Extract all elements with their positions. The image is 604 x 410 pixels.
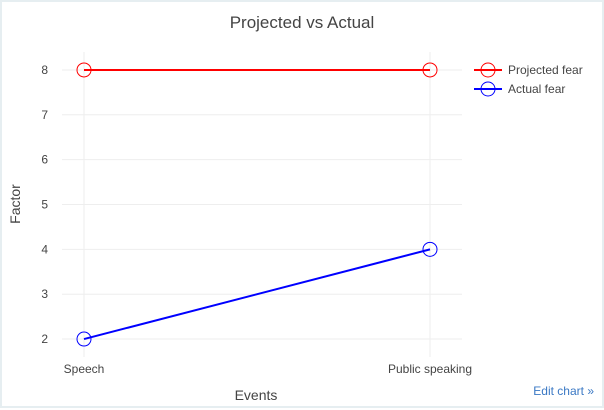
chart-frame: Projected vs Actual 2 3 4 5 6 7 8 Speech Public… [2, 2, 602, 406]
legend[interactable]: Projected fear Actual fear [474, 62, 583, 97]
chart-title: Projected vs Actual [230, 13, 375, 32]
x-tick-label: Public speaking [388, 362, 472, 376]
y-tick-label: 5 [41, 198, 48, 212]
y-tick-label: 4 [41, 242, 48, 256]
x-tick-labels: Speech Public speaking [64, 362, 472, 376]
y-axis-title: Factor [7, 184, 23, 224]
y-tick-label: 2 [41, 332, 48, 346]
y-tick-label: 3 [41, 287, 48, 301]
legend-item[interactable]: Actual fear [474, 81, 565, 97]
x-tick-label: Speech [64, 362, 105, 376]
series-line [83, 248, 431, 341]
series-layer [76, 62, 438, 347]
data-point[interactable] [76, 331, 92, 347]
y-tick-label: 8 [41, 63, 48, 77]
edit-chart-link[interactable]: Edit chart » [533, 384, 594, 398]
data-point[interactable] [422, 241, 438, 257]
x-axis-title: Events [235, 387, 278, 403]
legend-item[interactable]: Projected fear [474, 62, 583, 78]
data-point[interactable] [422, 62, 438, 78]
line-chart: Projected vs Actual 2 3 4 5 6 7 8 Speech Public… [7, 13, 583, 403]
legend-label: Projected fear [508, 63, 583, 77]
y-tick-labels: 2 3 4 5 6 7 8 [41, 63, 48, 346]
grid-layer [62, 52, 462, 357]
legend-marker-swatch [480, 62, 496, 78]
legend-label: Actual fear [508, 82, 565, 96]
y-tick-label: 6 [41, 153, 48, 167]
data-point[interactable] [76, 62, 92, 78]
legend-marker-swatch [480, 81, 496, 97]
y-tick-label: 7 [41, 108, 48, 122]
